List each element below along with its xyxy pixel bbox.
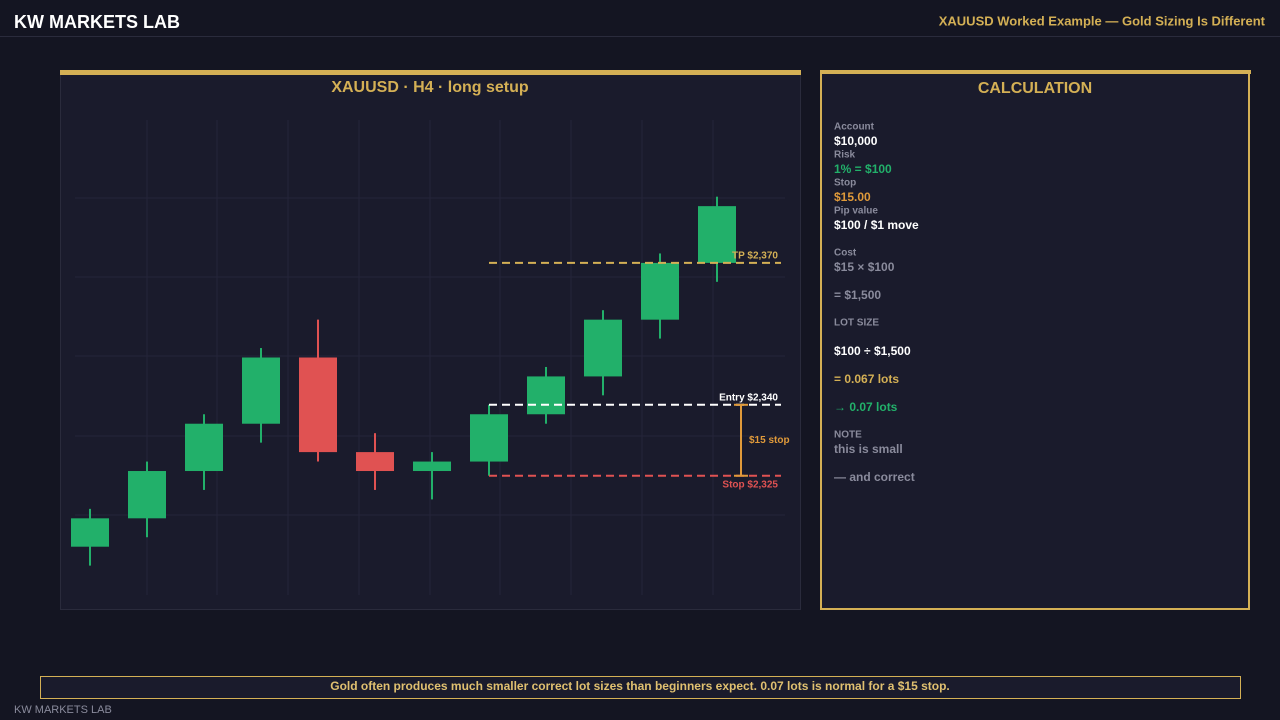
candle-body (356, 452, 394, 472)
candle-body (698, 206, 736, 263)
calculation-line: → 0.07 lots (834, 400, 898, 414)
calculation-line: = $1,500 (834, 288, 881, 302)
candle-body (71, 518, 109, 547)
calculation-line: — and correct (834, 470, 915, 484)
candle-body (470, 414, 508, 462)
page-title: XAUUSD Worked Example — Gold Sizing Is D… (939, 13, 1266, 28)
calculation-line: Cost (834, 248, 857, 259)
calculation-panel (820, 70, 1250, 610)
price-level-label: TP $2,370 (732, 251, 778, 262)
price-level-label: Stop $2,325 (722, 479, 778, 490)
calculation-line: this is small (834, 442, 903, 456)
chart-title: XAUUSD · H4 · long setup (331, 79, 529, 96)
calculation-line: $100 ÷ $1,500 (834, 344, 911, 358)
calculation-line: $100 / $1 move (834, 218, 919, 232)
footer-note-box (40, 676, 1241, 699)
calculation-panel-accent (820, 70, 1251, 74)
plot: TP $2,370 Entry $2,340 Stop $2,325 $15 stop (71, 196, 790, 566)
calculation-line: = 0.067 lots (834, 372, 899, 386)
calculation-line: NOTE (834, 430, 862, 441)
calculation-line: Risk (834, 150, 856, 161)
calculation-line: Account (834, 122, 875, 133)
calculation-line: 1% = $100 (834, 162, 892, 176)
calculation-line: $15 × $100 (834, 260, 895, 274)
footer-brand: KW MARKETS LAB (14, 704, 112, 716)
calculation-line: $15.00 (834, 190, 871, 204)
calculation-line: LOT SIZE (834, 318, 879, 329)
calculation-title: CALCULATION (978, 80, 1092, 97)
candle-body (299, 357, 337, 453)
footer-note: Gold often produces much smaller correct… (330, 679, 950, 693)
chart-panel-accent (60, 70, 801, 75)
candle-body (641, 262, 679, 320)
price-level-label: Entry $2,340 (719, 392, 778, 403)
candle-body (128, 471, 166, 519)
calculation-line: $10,000 (834, 134, 878, 148)
candle-body (413, 461, 451, 472)
candle-body (584, 319, 622, 377)
grid (75, 120, 785, 595)
calculation-line: Stop (834, 178, 856, 189)
candle-body (527, 376, 565, 415)
candle-body (185, 423, 223, 472)
stop-annotation: $15 stop (749, 435, 790, 446)
brand: KW MARKETS LAB (14, 12, 180, 32)
candle-body (242, 357, 280, 424)
calculation-line: Pip value (834, 206, 878, 217)
